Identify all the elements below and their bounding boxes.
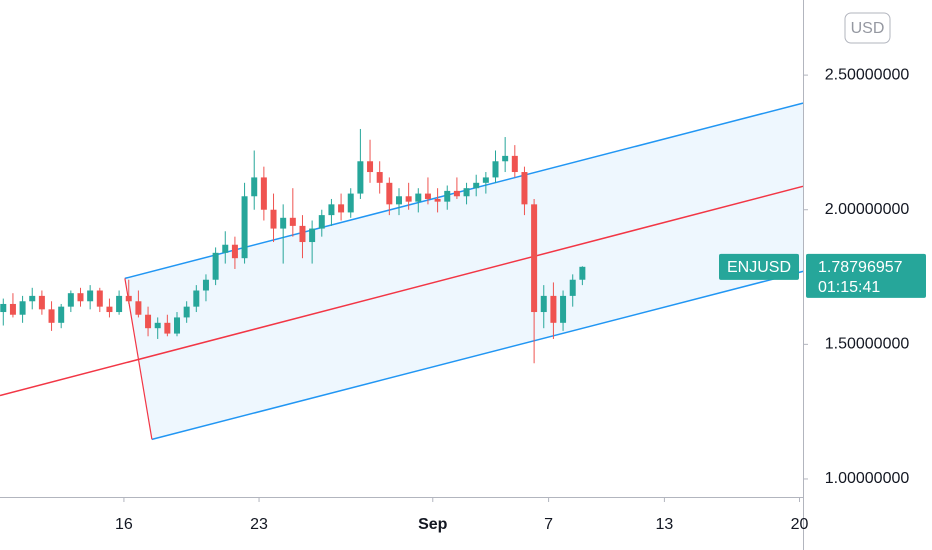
x-tick-label: 7 bbox=[544, 516, 553, 533]
last-price-label: 1.78796957 bbox=[818, 259, 903, 276]
candle-body bbox=[145, 314, 152, 329]
channel-middle bbox=[0, 185, 804, 397]
candle-body bbox=[9, 303, 16, 315]
channel-lower bbox=[151, 270, 804, 441]
candle-body bbox=[87, 290, 94, 302]
candle-body bbox=[222, 244, 229, 253]
candle-body bbox=[309, 228, 316, 243]
candle-body bbox=[164, 322, 171, 334]
y-tick-label: 2.00000000 bbox=[825, 201, 910, 218]
candle-body bbox=[125, 295, 132, 302]
symbol-tag bbox=[719, 253, 799, 280]
candle-body bbox=[202, 279, 209, 291]
candle-body bbox=[241, 196, 248, 259]
candle-body bbox=[386, 182, 393, 205]
candle-body bbox=[405, 196, 412, 202]
candle-body bbox=[183, 306, 190, 318]
candle-body bbox=[434, 198, 441, 202]
candle-body bbox=[502, 155, 509, 162]
candle-body bbox=[328, 204, 335, 216]
x-tick-label: Sep bbox=[418, 516, 448, 533]
candle-body bbox=[260, 177, 267, 210]
candle-body bbox=[560, 295, 567, 323]
plot-area bbox=[0, 102, 804, 441]
candle-body bbox=[453, 190, 460, 197]
candle-body bbox=[473, 182, 480, 189]
candle-body bbox=[299, 225, 306, 243]
currency-label[interactable]: USD bbox=[851, 20, 885, 37]
candle-body bbox=[135, 301, 142, 315]
candle-body bbox=[521, 172, 528, 205]
candle-body bbox=[251, 177, 258, 197]
candle-body bbox=[492, 161, 499, 178]
candle-body bbox=[318, 215, 325, 229]
candle-body bbox=[415, 193, 422, 202]
candle-body bbox=[357, 161, 364, 194]
channel-fill bbox=[124, 103, 804, 440]
x-tick-label: 16 bbox=[115, 516, 133, 533]
candle-body bbox=[19, 301, 26, 315]
price-tag bbox=[806, 253, 926, 298]
y-tick-label: 2.50000000 bbox=[825, 66, 910, 83]
candle-body bbox=[96, 290, 103, 307]
candle-body bbox=[463, 188, 470, 197]
candle-body bbox=[395, 196, 402, 205]
candle-body bbox=[67, 293, 74, 307]
candle-body bbox=[38, 295, 45, 310]
candle-body bbox=[511, 155, 518, 173]
candle-body bbox=[540, 295, 547, 313]
candle-body bbox=[444, 190, 451, 202]
candle-body bbox=[58, 306, 65, 323]
candle-body bbox=[569, 279, 576, 296]
candle-body bbox=[376, 172, 383, 183]
candle-body bbox=[424, 193, 431, 199]
candle-body bbox=[367, 161, 374, 173]
y-tick-label: 1.00000000 bbox=[825, 470, 910, 487]
candle-body bbox=[482, 177, 489, 183]
candle-body bbox=[154, 322, 161, 329]
candle-body bbox=[29, 295, 36, 302]
x-tick-label: 20 bbox=[791, 516, 809, 533]
candle-body bbox=[579, 266, 586, 280]
candle-body bbox=[338, 204, 345, 213]
symbol-label: ENJUSD bbox=[727, 259, 791, 276]
x-tick-label: 23 bbox=[250, 516, 268, 533]
candle-body bbox=[270, 209, 277, 229]
candle-body bbox=[289, 217, 296, 226]
candle-body bbox=[77, 293, 84, 302]
countdown-label: 01:15:41 bbox=[818, 279, 880, 296]
candle-body bbox=[193, 290, 200, 307]
candle-body bbox=[48, 309, 55, 323]
currency-button[interactable] bbox=[844, 12, 891, 44]
candle-body bbox=[280, 217, 287, 229]
y-tick-label: 1.50000000 bbox=[825, 336, 910, 353]
candle-body bbox=[106, 306, 113, 313]
channel-anchor bbox=[124, 278, 153, 440]
candle-body bbox=[531, 204, 538, 313]
candle-body bbox=[0, 303, 7, 313]
candle-body bbox=[550, 295, 557, 323]
candle-body bbox=[174, 317, 181, 334]
candle-body bbox=[116, 295, 123, 313]
candle-body bbox=[231, 244, 238, 259]
candle-body bbox=[212, 252, 219, 280]
candle-body bbox=[347, 193, 354, 213]
x-tick-label: 13 bbox=[656, 516, 674, 533]
